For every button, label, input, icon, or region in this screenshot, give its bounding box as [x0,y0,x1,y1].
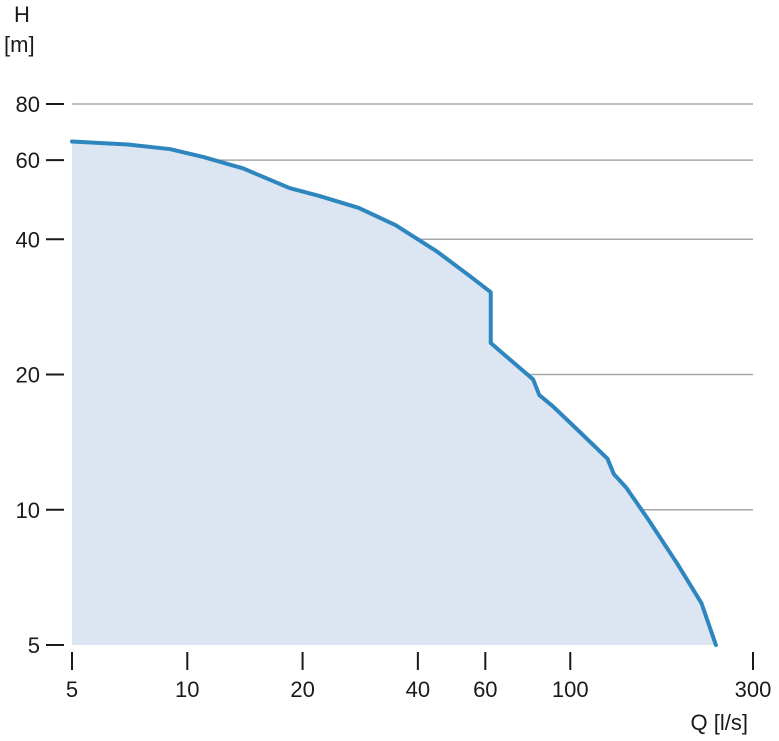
x-tick-label-40: 40 [406,677,430,702]
y-tick-label-20: 20 [16,363,40,388]
axes [46,103,754,670]
y-tick-label-60: 60 [16,148,40,173]
x-tick-label-5: 5 [66,677,78,702]
x-tick-label-60: 60 [473,677,497,702]
y-tick-label-5: 5 [28,633,40,658]
performance-curve-line [70,139,718,647]
tick-labels: 5 10 20 40 60 80 5 10 20 40 60 100 300 [16,92,772,702]
x-tick-label-100: 100 [552,677,589,702]
x-axis-title: Q [l/s] [691,710,748,735]
y-tick-label-80: 80 [16,92,40,117]
y-axis-title-line1: H [14,2,30,27]
curve-area-layer [70,139,718,647]
x-tick-label-10: 10 [175,677,199,702]
curve-fill-area [72,141,716,646]
y-axis-title-line2: [m] [4,32,35,57]
y-tick-label-10: 10 [16,498,40,523]
y-tick-label-40: 40 [16,227,40,252]
x-tick-label-300: 300 [735,677,772,702]
x-tick-label-20: 20 [290,677,314,702]
